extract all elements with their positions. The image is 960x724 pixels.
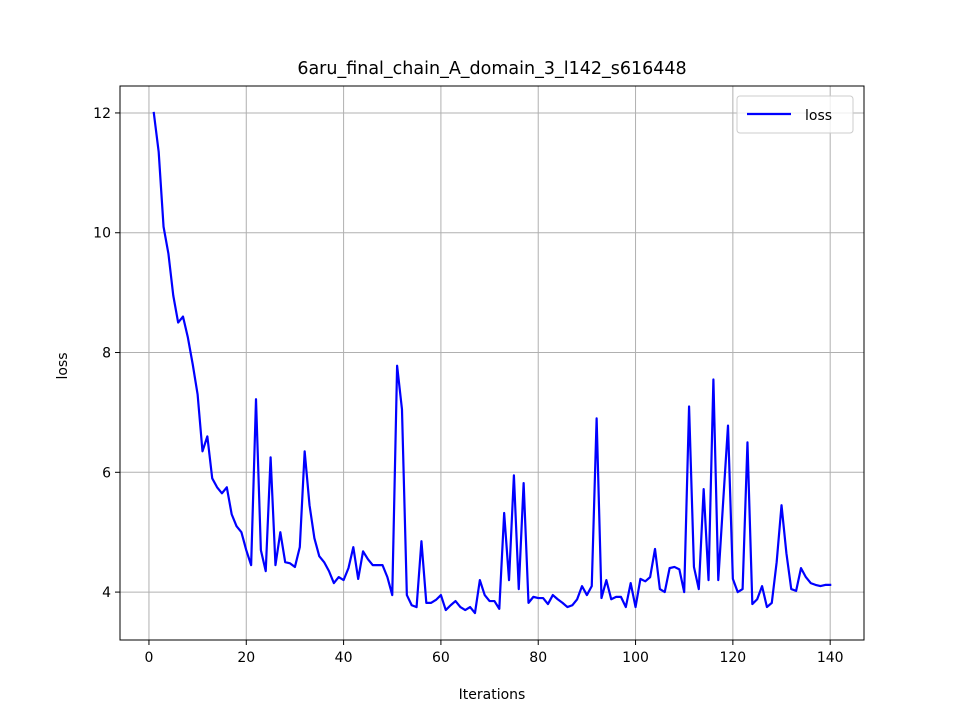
x-tick-label: 140: [817, 650, 844, 666]
x-tick-label: 0: [144, 650, 153, 666]
x-tick-label: 20: [237, 650, 255, 666]
grid: [120, 86, 864, 640]
series-line-loss: [152, 111, 832, 615]
legend: loss: [736, 95, 854, 134]
legend-box: [736, 95, 854, 134]
x-tick-label: 120: [719, 650, 746, 666]
y-tick-label: 4: [102, 585, 111, 601]
legend-label-loss: loss: [805, 108, 832, 124]
series-layer: [152, 111, 832, 615]
y-tick-label: 6: [102, 465, 111, 481]
axis-ticks: 0 20 40 60 80 100 120 140 4 6 8 10 12: [93, 106, 843, 666]
plot-frame: [119, 85, 865, 641]
y-tick-label: 10: [93, 226, 111, 242]
x-tick-label: 60: [432, 650, 450, 666]
x-axis-label: Iterations: [459, 687, 526, 703]
y-tick-label: 12: [93, 106, 111, 122]
chart-title: 6aru_final_chain_A_domain_3_l142_s616448: [297, 59, 686, 79]
y-axis-label: loss: [55, 352, 71, 379]
y-tick-label: 8: [102, 346, 111, 362]
x-tick-label: 80: [529, 650, 547, 666]
x-tick-label: 40: [335, 650, 353, 666]
plot-area: [120, 86, 864, 640]
x-tick-label: 100: [622, 650, 649, 666]
